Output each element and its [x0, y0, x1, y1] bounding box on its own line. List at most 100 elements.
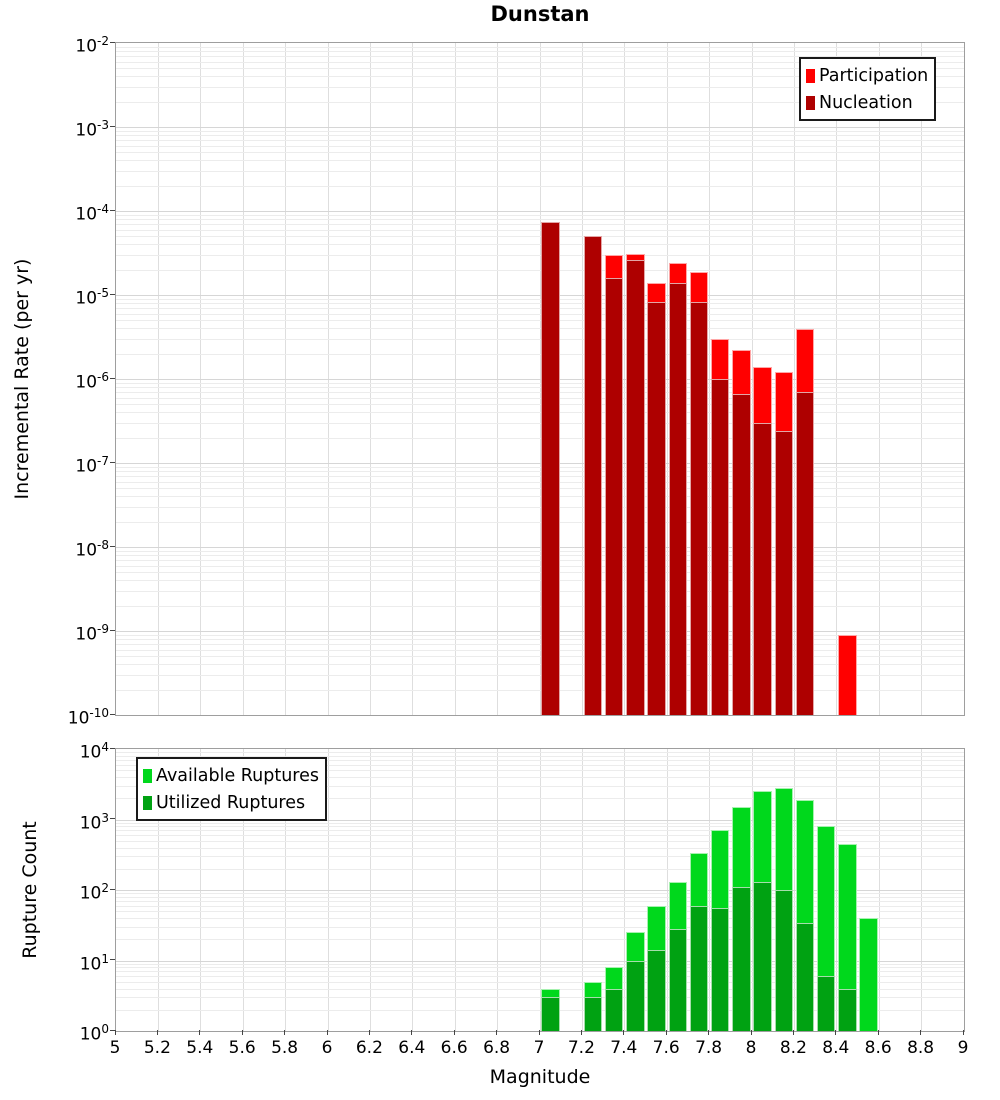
gridline-minor	[116, 185, 964, 187]
gridline-minor	[116, 46, 964, 48]
y-tick-mark	[110, 545, 115, 547]
bar-nucleation	[583, 236, 603, 715]
bar-utilized-ruptures	[668, 928, 688, 1031]
y-tick-label: 10-2	[75, 34, 109, 57]
y-tick-mark	[110, 377, 115, 379]
y-tick-label: 10-7	[75, 454, 109, 477]
gridline-minor	[116, 1009, 964, 1011]
legend-label-utilized-ruptures: Utilized Ruptures	[156, 792, 306, 813]
gridline-minor	[116, 471, 964, 473]
x-tick-mark	[962, 1030, 964, 1035]
x-tick-label: 9	[957, 1038, 969, 1058]
x-tick-mark	[453, 1030, 455, 1035]
gridline-major	[116, 960, 964, 962]
gridline-minor	[116, 152, 964, 154]
gridline-minor	[116, 963, 964, 965]
gridline-minor	[116, 639, 964, 641]
x-tick-mark	[156, 1030, 158, 1035]
bar-utilized-ruptures	[816, 976, 836, 1031]
gridline-minor	[116, 759, 964, 761]
x-tick-mark	[708, 1030, 710, 1035]
gridline-major	[116, 890, 964, 891]
y-tick-mark	[110, 747, 115, 749]
x-tick-label: 7.4	[610, 1038, 638, 1058]
gridline-minor	[116, 840, 964, 842]
legend-row-participation: Participation	[806, 62, 928, 89]
gridline-minor	[116, 664, 964, 666]
gridline-minor	[116, 101, 964, 103]
x-tick-mark	[623, 1030, 625, 1035]
gridline-minor	[116, 387, 964, 389]
x-tick-mark	[538, 1030, 540, 1035]
y-tick-mark	[110, 713, 115, 715]
gridline-minor	[116, 971, 964, 973]
y-tick-label: 103	[79, 810, 109, 834]
x-tick-label: 5.6	[228, 1038, 256, 1058]
bar-utilized-ruptures	[710, 908, 730, 1031]
gridline-major	[116, 379, 964, 380]
x-tick-label: 5	[109, 1038, 121, 1058]
gridline-major	[116, 211, 964, 212]
top-plot-area	[115, 42, 965, 716]
figure-title: Dunstan	[490, 2, 590, 26]
gridline-minor	[116, 822, 964, 824]
gridline-minor	[116, 752, 964, 754]
gridline-minor	[116, 476, 964, 477]
y-tick-mark	[110, 888, 115, 890]
gridline-minor	[116, 868, 964, 870]
bottom-legend: Available Ruptures Utilized Ruptures	[136, 757, 327, 821]
gridline-minor	[116, 835, 964, 837]
gridline-minor	[116, 130, 964, 132]
gridline-minor	[116, 214, 964, 216]
gridline-minor	[116, 911, 964, 913]
bar-available-ruptures	[838, 843, 857, 1031]
bar-nucleation	[541, 221, 560, 715]
gridline-minor	[116, 382, 964, 384]
y-tick-mark	[110, 293, 115, 295]
y-tick-label: 10-6	[75, 370, 109, 393]
bar-nucleation	[668, 282, 688, 715]
gridline-minor	[116, 422, 964, 424]
gridline-minor	[116, 338, 964, 340]
gridline-minor	[116, 488, 964, 490]
gridline-minor	[116, 926, 964, 928]
y-tick-mark	[110, 209, 115, 211]
bar-nucleation	[732, 393, 751, 715]
gridline-minor	[116, 689, 964, 691]
gridline-minor	[116, 140, 964, 141]
gridline-major	[116, 463, 964, 464]
gridline-minor	[116, 308, 964, 309]
gridline-minor	[116, 320, 964, 322]
x-tick-label: 6.6	[440, 1038, 468, 1058]
nucleation-swatch-icon	[806, 95, 815, 110]
available-ruptures-swatch-icon	[143, 768, 152, 783]
bar-nucleation	[753, 422, 772, 715]
gridline-minor	[116, 939, 964, 941]
gridline-minor	[116, 170, 964, 172]
gridline-minor	[116, 56, 964, 57]
x-tick-label: 8.8	[907, 1038, 935, 1058]
gridline-minor	[116, 893, 964, 895]
x-tick-mark	[199, 1030, 201, 1035]
gridline-minor	[116, 770, 964, 772]
gridline-minor	[116, 634, 964, 636]
participation-swatch-icon	[806, 68, 815, 83]
gridline-minor	[116, 244, 964, 246]
gridline-minor	[116, 51, 964, 53]
x-tick-label: 5.2	[143, 1038, 171, 1058]
y-tick-label: 10-3	[75, 118, 109, 141]
gridline-minor	[116, 967, 964, 969]
gridline-minor	[116, 644, 964, 645]
legend-row-utilized-ruptures: Utilized Ruptures	[143, 789, 319, 816]
bar-nucleation	[689, 301, 709, 715]
gridline-minor	[116, 560, 964, 561]
gridline-minor	[116, 674, 964, 676]
gridline-minor	[116, 590, 964, 592]
x-tick-mark	[877, 1030, 879, 1035]
utilized-ruptures-swatch-icon	[143, 795, 152, 810]
gridline-minor	[116, 269, 964, 271]
gridline-major	[116, 127, 964, 128]
gridline-minor	[116, 521, 964, 523]
gridline-minor	[116, 580, 964, 582]
